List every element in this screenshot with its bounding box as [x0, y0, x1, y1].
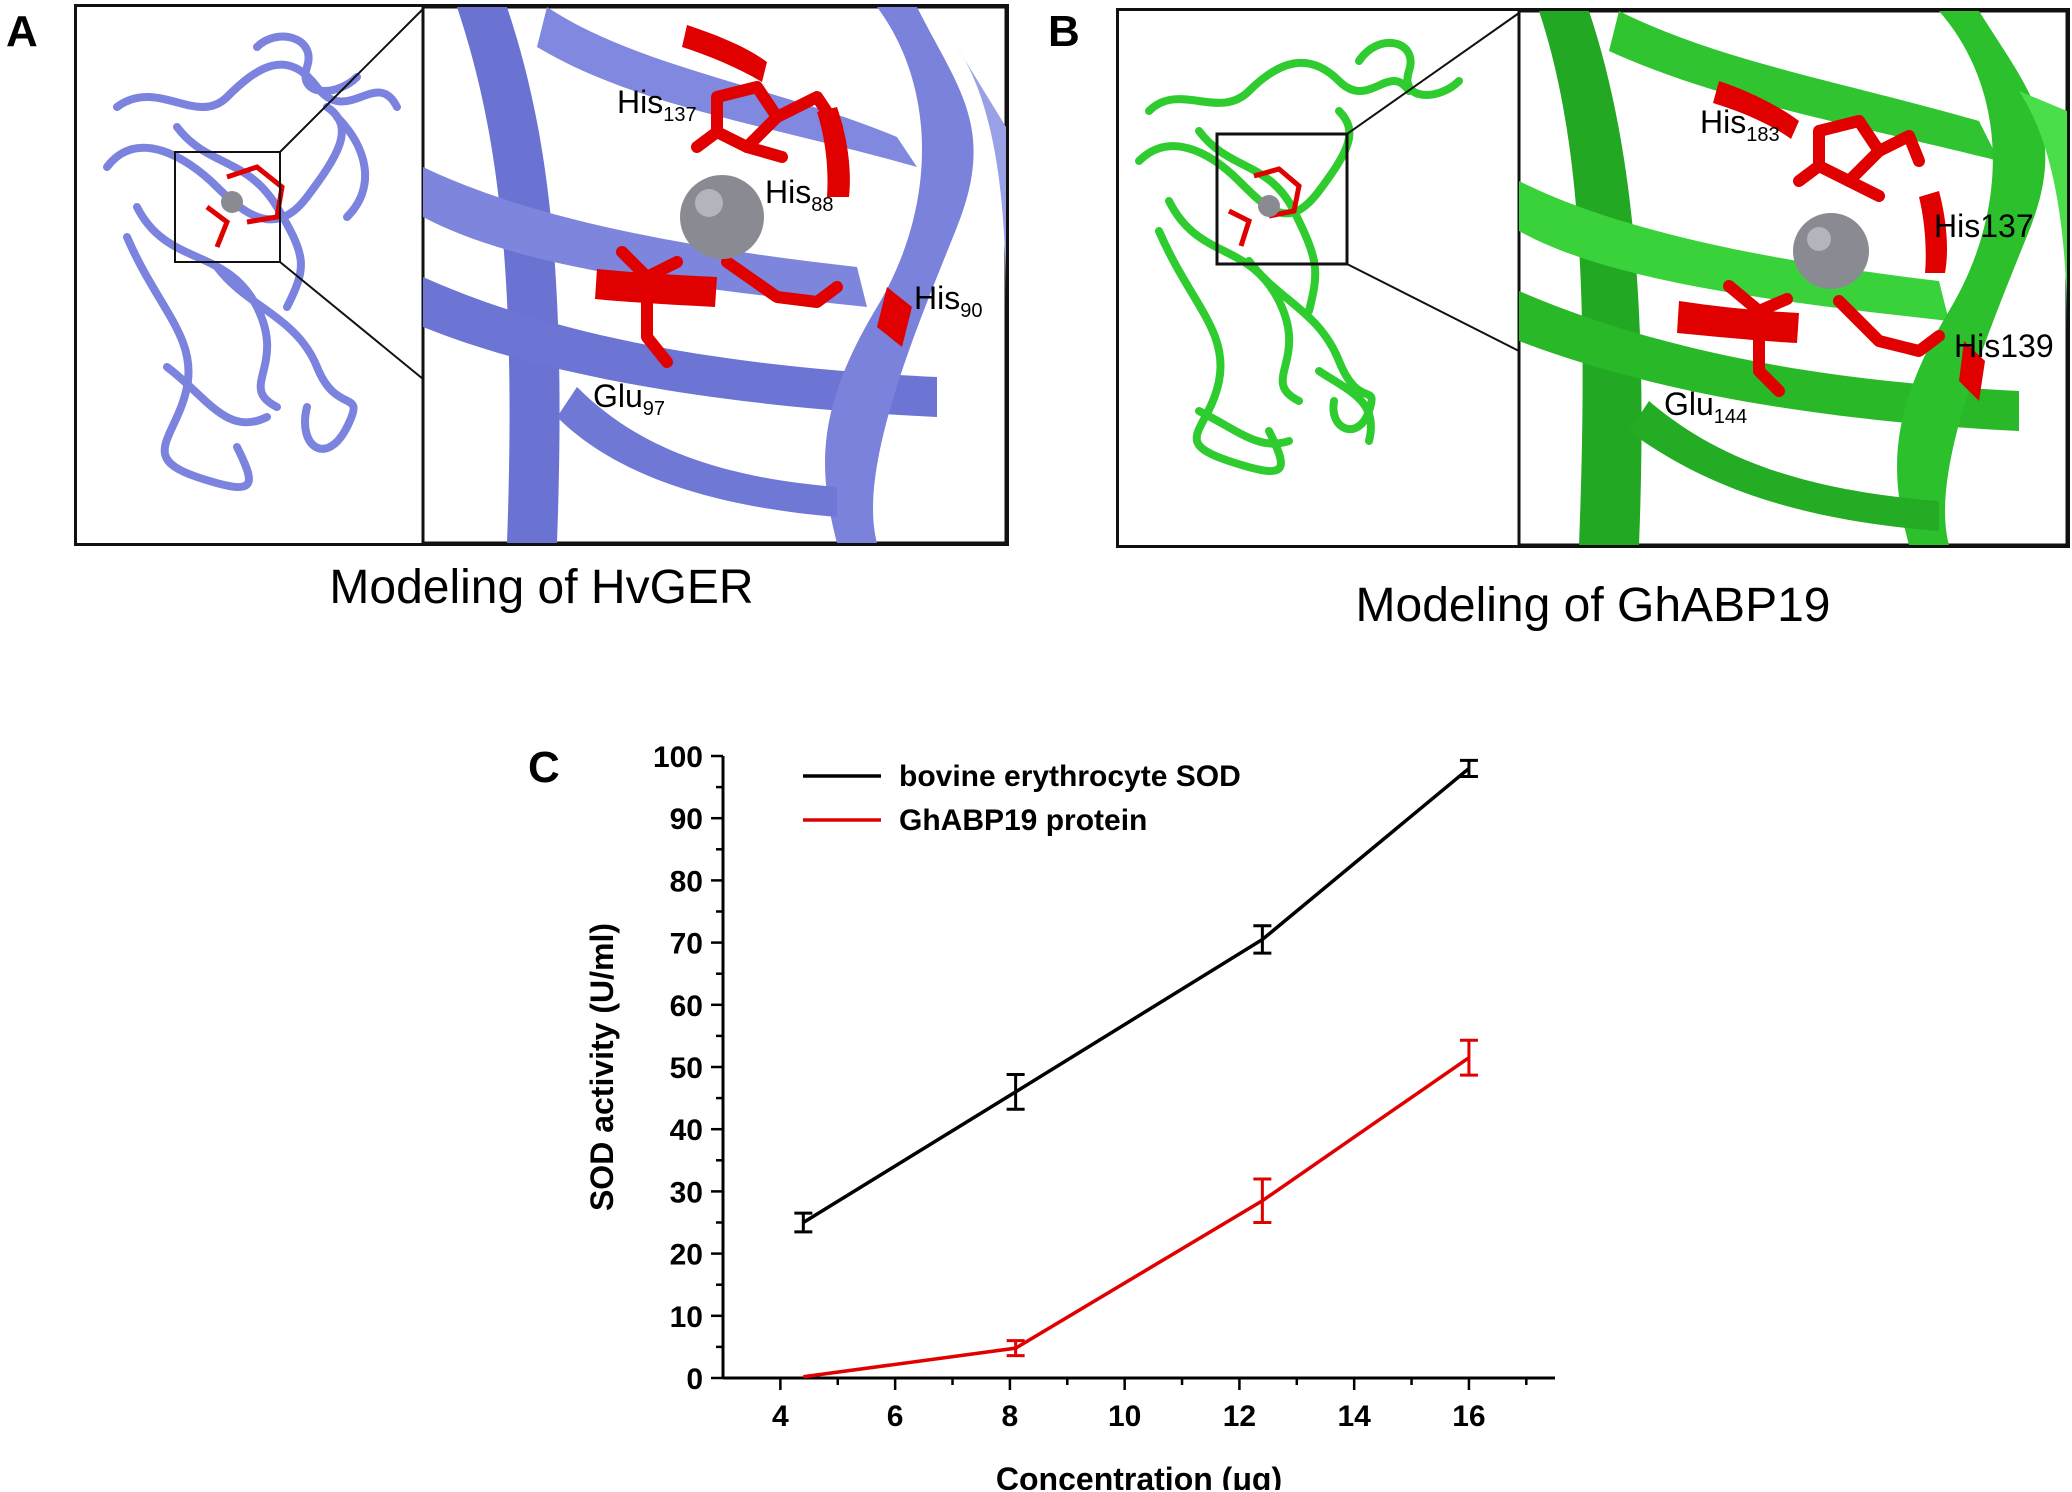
panel-a-title: Modeling of HvGER	[329, 561, 754, 614]
ghabp19-label-his137: His137	[1934, 208, 2034, 244]
x-tick-label: 12	[1223, 1400, 1256, 1433]
y-tick-label: 60	[670, 990, 703, 1023]
y-tick-label: 30	[670, 1176, 703, 1209]
panel-c-letter: C	[528, 743, 560, 792]
hvger-label-glu97: Glu97	[593, 378, 666, 420]
x-tick-label: 16	[1452, 1400, 1485, 1433]
y-tick-label: 90	[670, 803, 703, 836]
hvger-label-his88: His88	[765, 174, 834, 216]
panel-a-structure-image	[103, 7, 1006, 543]
x-tick-label: 8	[1002, 1400, 1019, 1433]
x-tick-label: 14	[1337, 1400, 1371, 1433]
ghabp19-metal-ion	[1793, 213, 1869, 289]
x-tick-label: 10	[1108, 1400, 1141, 1433]
y-tick-label: 10	[670, 1301, 703, 1334]
hvger-label-his90: His90	[914, 280, 983, 322]
x-tick-label: 4	[772, 1400, 789, 1433]
ghabp19-metal-ion-small	[1258, 195, 1280, 217]
y-tick-label: 70	[670, 928, 703, 961]
ghabp19-label-glu144: Glu144	[1664, 386, 1748, 428]
hvger-zoom-box	[174, 151, 281, 263]
y-tick-label: 0	[686, 1363, 703, 1396]
panel-b-structure	[1116, 8, 2070, 548]
hvger-active-site-sticks	[616, 81, 843, 368]
hvger-metal-ion	[680, 175, 764, 259]
legend-label-0: bovine erythrocyte SOD	[899, 760, 1241, 793]
hvger-metal-ion-small	[221, 191, 243, 213]
legend-label-1: GhABP19 protein	[899, 804, 1147, 837]
panel-a-structure	[74, 4, 1009, 546]
panel-b-title: Modeling of GhABP19	[1355, 579, 1831, 632]
panel-a-letter: A	[6, 7, 38, 56]
y-tick-label: 50	[670, 1052, 703, 1085]
sod-activity-chart: 0 10 20 30 40 50 60 70 80 90 100 4 6 8 10 12 14 16 Concent…	[584, 741, 1555, 1490]
y-axis-label: SOD activity (U/ml)	[584, 923, 620, 1211]
x-axis-label: Concentration (μg)	[996, 1461, 1282, 1490]
hvger-label-his137: His137	[617, 84, 697, 126]
y-tick-label: 20	[670, 1239, 703, 1272]
series-line-0	[802, 767, 1471, 1224]
ghabp19-zoom-box	[1215, 132, 1349, 266]
y-tick-label: 40	[670, 1114, 703, 1147]
ghabp19-active-site-sticks	[1723, 115, 1945, 397]
y-tick-label: 100	[653, 741, 703, 774]
ghabp19-zoom-ribbons	[1519, 11, 2067, 545]
series-line-1	[803, 1056, 1470, 1379]
panel-b-structure-image	[1135, 11, 2067, 545]
x-tick-label: 6	[887, 1400, 904, 1433]
ghabp19-label-his139: His139	[1954, 328, 2054, 364]
ghabp19-overview-ribbon	[1135, 39, 1463, 475]
panel-b-letter: B	[1048, 7, 1080, 56]
y-tick-label: 80	[670, 865, 703, 898]
ghabp19-label-his183: His183	[1700, 104, 1780, 146]
